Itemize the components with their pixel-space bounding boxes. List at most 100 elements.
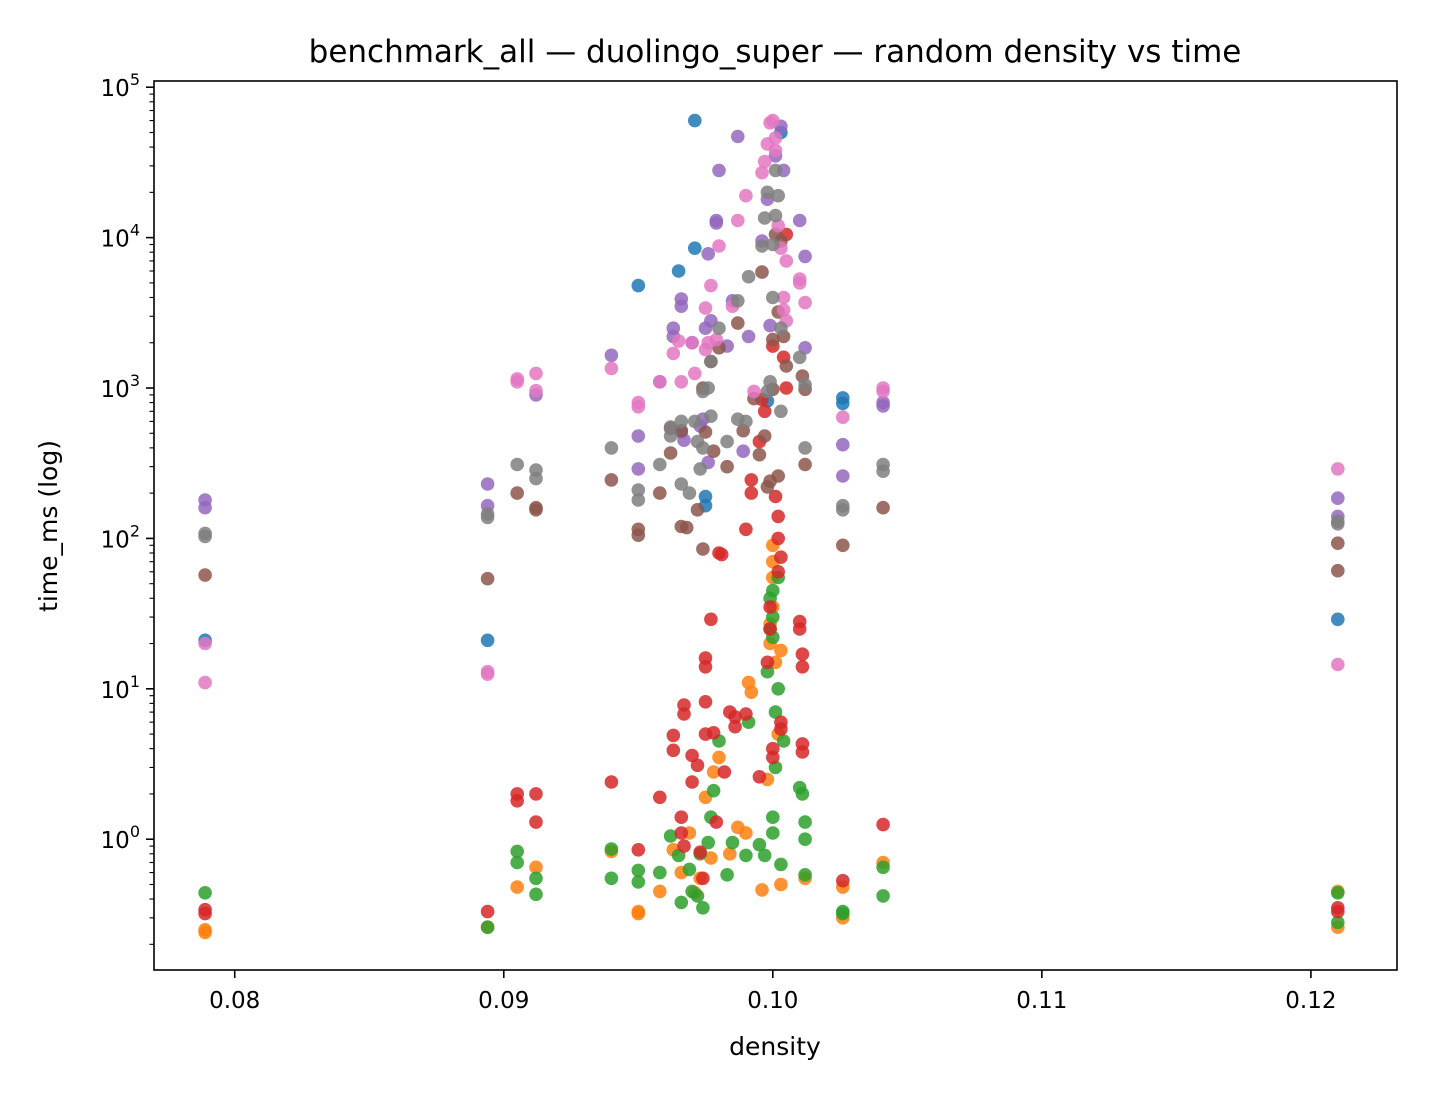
data-point [198,636,212,651]
data-point [876,817,890,832]
data-point [768,208,783,223]
data-point [631,493,646,507]
data-point [604,775,619,789]
data-point [1331,491,1345,506]
data-point [771,682,785,696]
data-point [653,790,667,805]
data-point [604,473,619,487]
data-point [774,321,788,336]
data-point [631,904,646,919]
data-point [631,400,646,414]
data-point [774,643,788,658]
data-point [876,860,890,875]
data-point [631,462,646,476]
data-point [763,375,777,389]
data-point [763,318,777,333]
data-point [604,441,619,455]
data-point [798,815,812,829]
data-point [731,129,745,144]
data-point [757,211,772,225]
data-point [766,113,780,128]
data-point [701,381,715,395]
y-axis: 100 101 102 103 104 105 [101,70,154,945]
data-point [836,396,850,411]
series-5 [198,119,1345,524]
data-point [709,815,724,829]
data-point [720,434,734,449]
data-point [771,565,785,579]
data-point [696,871,710,886]
data-point [604,842,619,856]
data-point [876,384,890,399]
data-point [510,486,524,500]
data-point [744,685,759,699]
x-axis: 0.08 0.09 0.10 0.11 0.12 [209,970,1337,1014]
data-point [671,334,686,348]
data-point [776,303,791,317]
data-point [529,787,543,801]
data-point [631,483,646,497]
data-point [688,366,702,381]
data-point [704,851,718,865]
chart-title: benchmark_all — duolingo_super — random … [309,34,1242,70]
data-point [529,887,543,902]
data-point [480,904,495,919]
data-point [725,835,740,850]
data-point [706,765,721,779]
data-point [779,254,794,268]
data-point [766,583,780,598]
plot-frame [153,80,1398,971]
data-point [766,290,780,305]
data-point [696,441,710,455]
data-point [795,787,810,801]
data-point [682,862,697,877]
data-point [631,522,646,537]
data-point [757,404,772,419]
data-point [712,750,726,765]
data-point [529,860,543,875]
data-point [1331,536,1345,550]
data-point [679,520,694,535]
data-point [604,871,619,886]
x-tick-label: 0.08 [209,988,260,1014]
points-layer [198,113,1345,940]
data-point [766,810,780,824]
data-point [198,568,212,582]
data-point [712,239,726,253]
series-4 [198,227,1345,921]
data-point [709,216,724,230]
data-point [696,901,710,915]
data-point [510,457,524,472]
series-7 [198,113,1345,690]
data-point [706,783,721,798]
data-point [480,633,495,648]
data-point [198,906,212,921]
data-point [752,447,767,462]
data-point [674,826,689,840]
data-point [744,473,759,487]
data-point [704,354,718,369]
data-point [666,346,681,361]
data-point [510,855,524,870]
data-point [720,868,734,882]
data-point [766,237,780,252]
data-point [698,425,713,439]
data-point [529,366,543,381]
data-point [663,446,678,460]
data-point [685,335,699,350]
data-point [836,538,850,553]
data-point [666,743,681,758]
data-point [836,503,850,517]
data-point [1331,517,1345,531]
data-point [480,477,495,491]
data-point [736,444,750,459]
data-point [666,728,681,743]
data-point [760,655,775,670]
data-point [1331,612,1345,627]
data-point [739,414,753,429]
data-point [771,469,785,483]
data-point [771,188,785,203]
data-point [674,423,689,438]
data-point [1331,901,1345,915]
x-tick-label: 0.11 [1016,988,1067,1014]
